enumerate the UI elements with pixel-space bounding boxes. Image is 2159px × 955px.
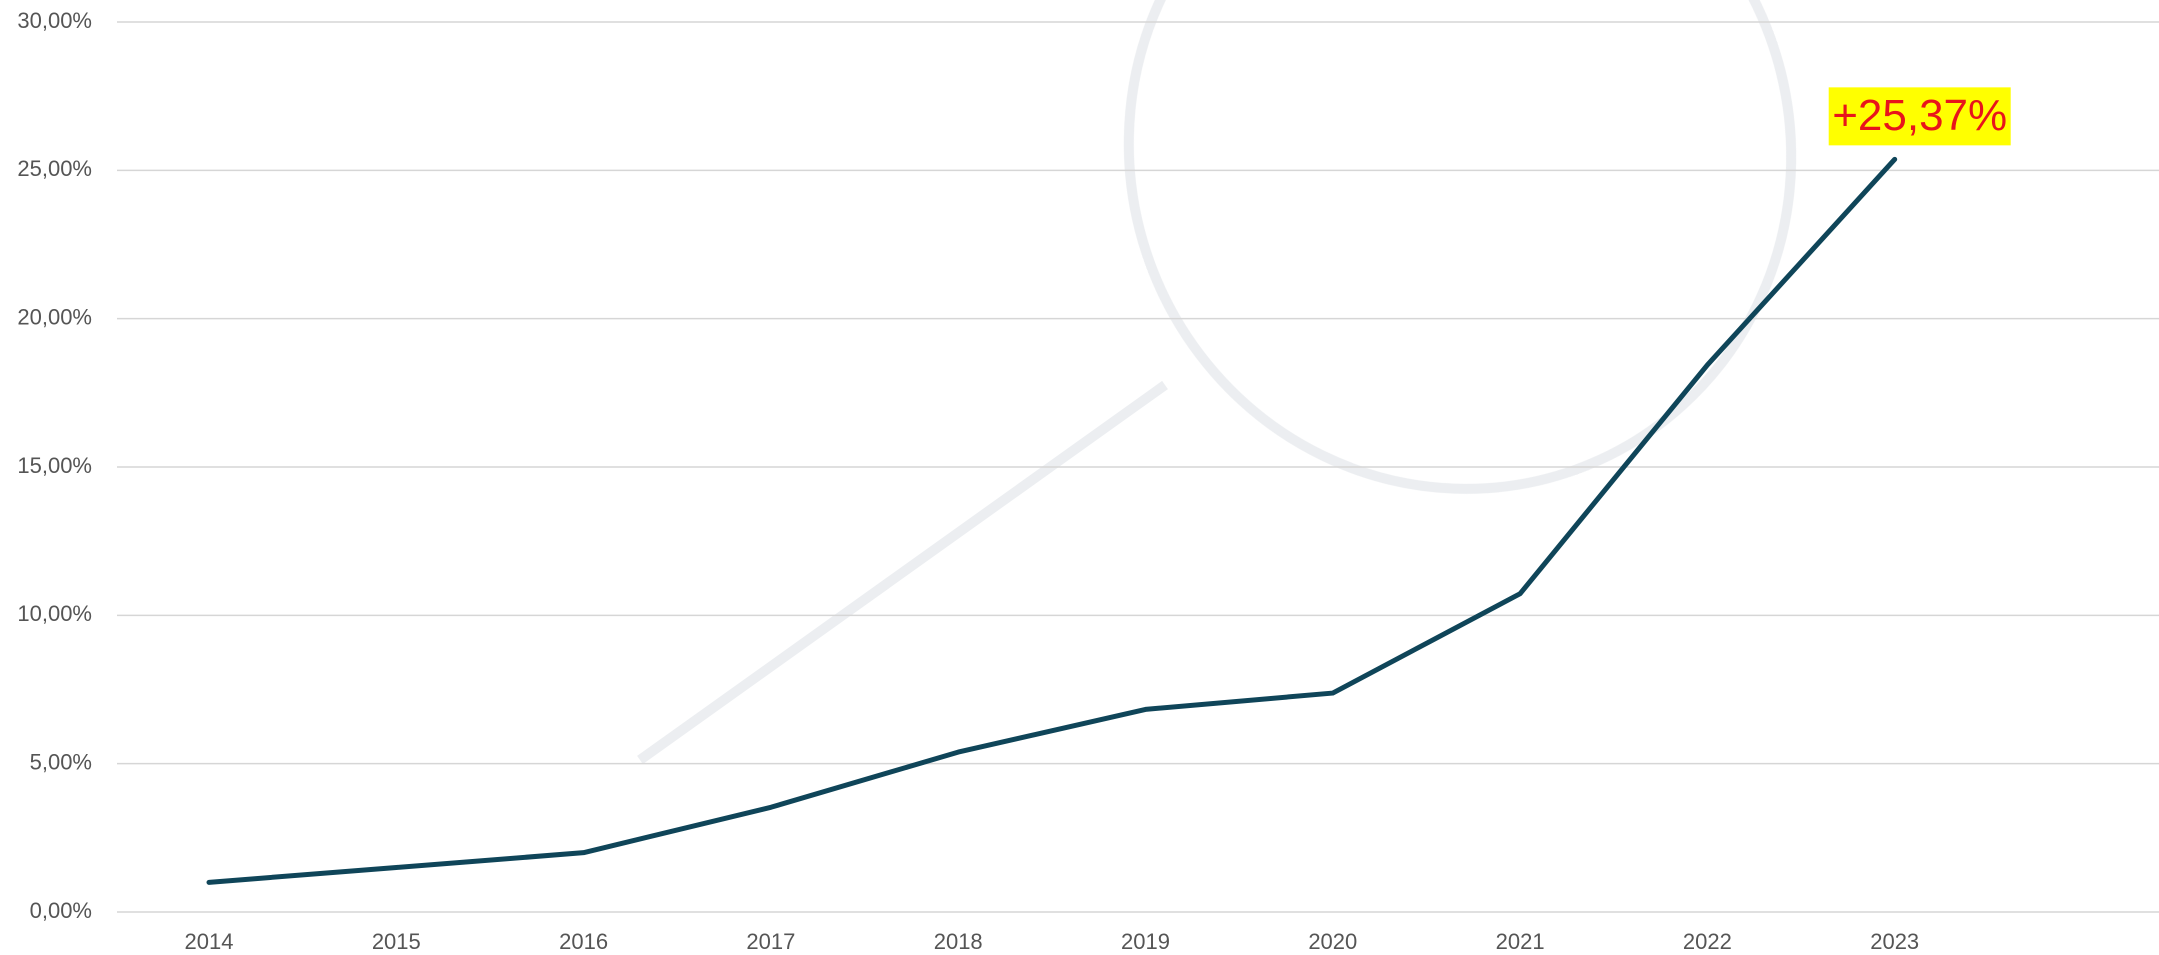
background-decoration — [637, 0, 1797, 765]
value-label: +25,37% — [1832, 91, 2007, 140]
y-tick-label: 15,00% — [17, 453, 92, 478]
x-tick-label: 2022 — [1683, 929, 1732, 954]
x-tick-label: 2018 — [934, 929, 983, 954]
x-tick-label: 2017 — [746, 929, 795, 954]
x-tick-label: 2020 — [1308, 929, 1357, 954]
y-tick-label: 10,00% — [17, 601, 92, 626]
y-tick-label: 25,00% — [17, 156, 92, 181]
value-label-bg — [1828, 87, 2011, 146]
y-tick-label: 20,00% — [17, 304, 92, 329]
data-line — [206, 156, 1898, 885]
y-tick-label: 30,00% — [17, 8, 92, 33]
x-tick-label: 2015 — [372, 929, 421, 954]
x-tick-label: 2014 — [185, 929, 234, 954]
x-tick-label: 2016 — [559, 929, 608, 954]
x-tick-label: 2019 — [1121, 929, 1170, 954]
y-tick-label: 0,00% — [30, 898, 92, 923]
x-tick-label: 2021 — [1496, 929, 1545, 954]
y-tick-label: 5,00% — [30, 749, 92, 774]
x-tick-label: 2023 — [1870, 929, 1919, 954]
